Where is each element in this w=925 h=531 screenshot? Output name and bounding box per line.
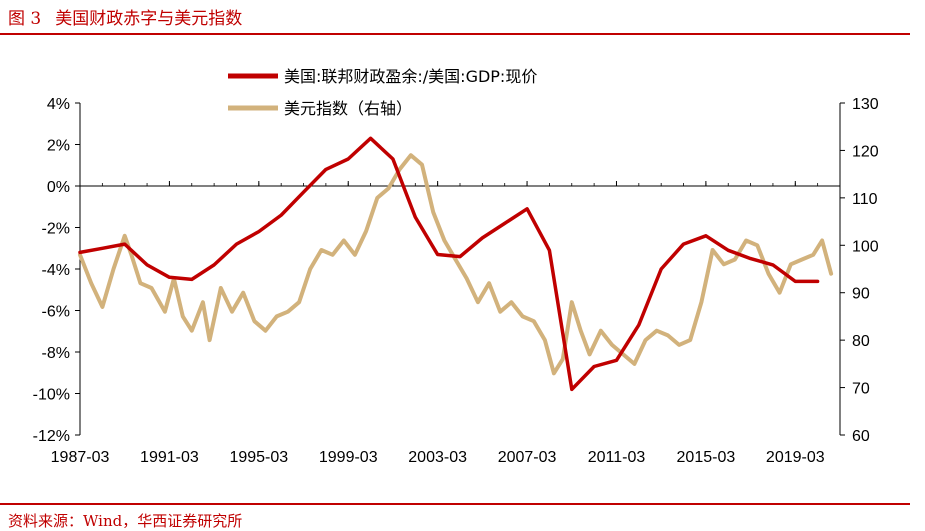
y-right-tick-label: 100 (852, 238, 879, 255)
x-tick-label: 1987-03 (51, 449, 110, 466)
legend-label-deficit: 美国:联邦财政盈余:/美国:GDP:现价 (284, 67, 537, 86)
x-tick-label: 2003-03 (408, 449, 467, 466)
axes: 4% 2% 0% -2% -4% -6% -8% -10% -12% 130 120 110 100 90… (33, 96, 879, 466)
y-left-tick-label: -12% (33, 428, 70, 445)
y-left-tick-label: -2% (42, 221, 70, 238)
x-tick-label: 2007-03 (498, 449, 557, 466)
legend: 美国:联邦财政盈余:/美国:GDP:现价 美元指数（右轴） (228, 67, 537, 118)
x-tick-label: 1991-03 (140, 449, 199, 466)
series-line-fiscal-balance (78, 136, 820, 392)
x-tick-label: 1999-03 (319, 449, 378, 466)
bottom-divider (0, 503, 910, 505)
x-tick-label: 2015-03 (677, 449, 736, 466)
y-right-tick-label: 70 (852, 381, 870, 398)
y-right-tick-label: 110 (852, 191, 878, 208)
y-right-tick-label: 60 (852, 428, 870, 445)
y-left-tick-label: 2% (47, 138, 70, 155)
series-layer (78, 136, 834, 392)
top-divider (0, 33, 910, 35)
figure-number: 图 3 (8, 9, 42, 29)
y-left-tick-label: -6% (42, 304, 70, 321)
figure-title-text: 美国财政赤字与美元指数 (55, 9, 243, 29)
y-right-tick-label: 90 (852, 286, 870, 303)
y-left-tick-label: -4% (42, 262, 70, 279)
y-right-tick-label: 130 (852, 96, 879, 113)
x-tick-label: 2019-03 (766, 449, 825, 466)
x-tick-label: 1995-03 (229, 449, 288, 466)
series-line-dollar-index (78, 153, 834, 376)
x-tick-label: 2011-03 (588, 449, 646, 466)
y-left-tick-label: -8% (42, 345, 70, 362)
y-left-tick-label: 0% (47, 179, 70, 196)
y-right-tick-label: 120 (852, 143, 879, 160)
legend-label-dollar: 美元指数（右轴） (284, 99, 412, 118)
y-right-tick-label: 80 (852, 333, 870, 350)
y-left-tick-label: -10% (33, 387, 70, 404)
source-note: 资料来源：Wind，华西证券研究所 (8, 512, 243, 530)
figure-title: 图 3 美国财政赤字与美元指数 (8, 4, 242, 29)
y-left-tick-label: 4% (47, 96, 70, 113)
